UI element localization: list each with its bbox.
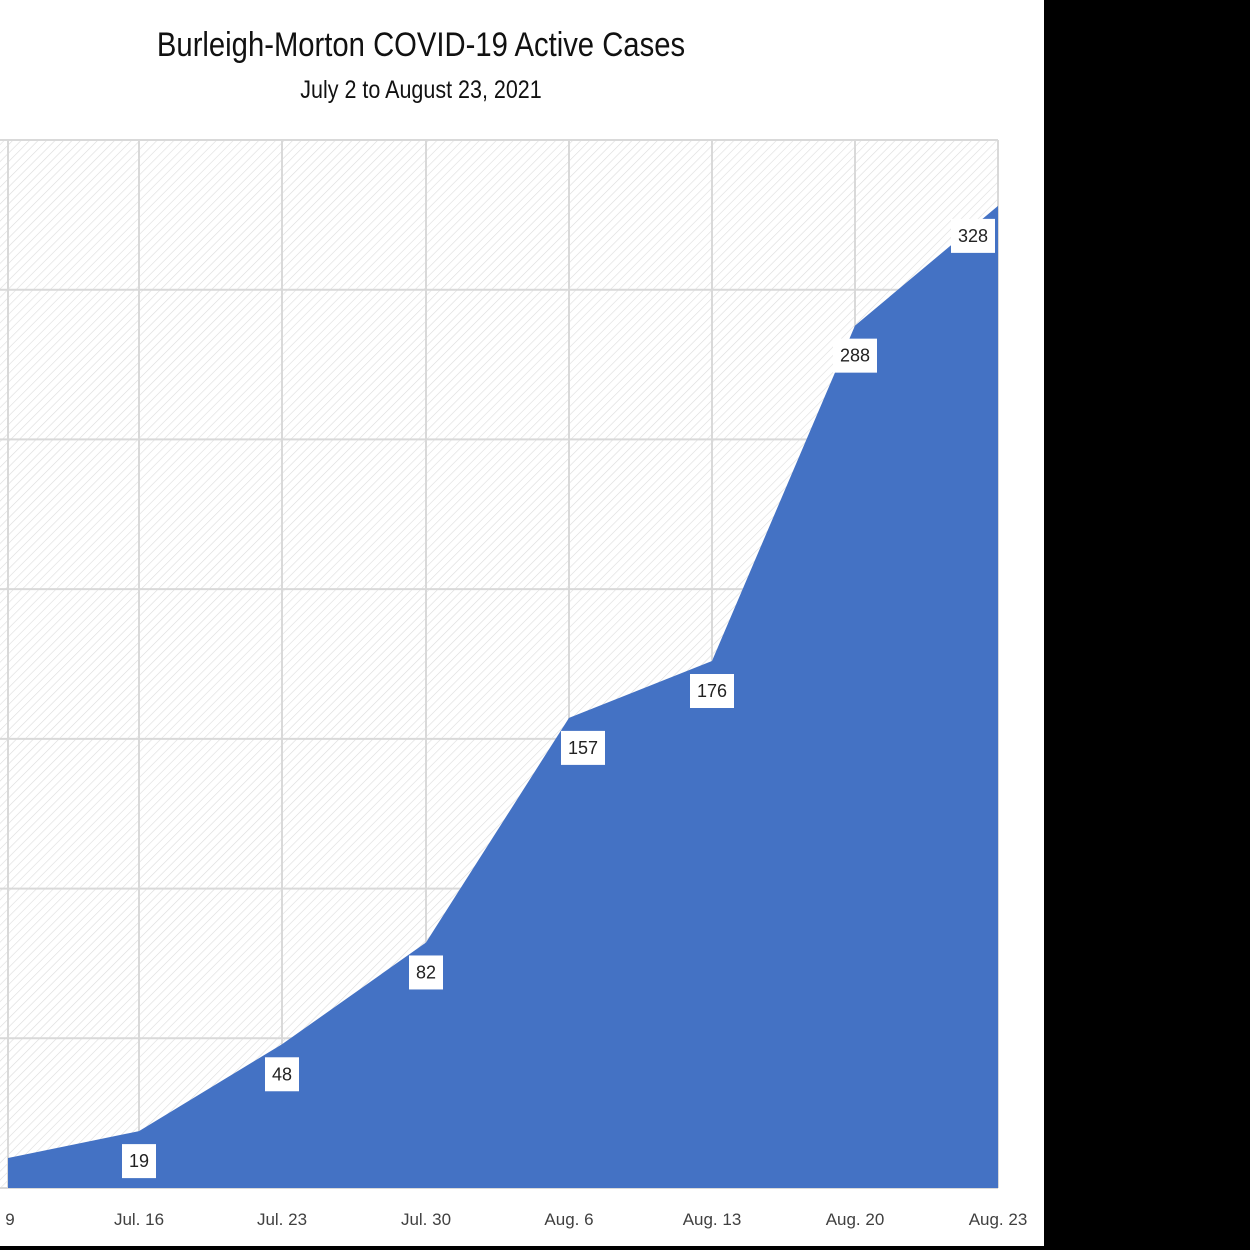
data-label-text: 288 bbox=[840, 346, 870, 366]
chart-panel: 19 48 82 157 176 288 328 9 Jul. 16 Jul. 23 Jul. 3… bbox=[0, 0, 1044, 1246]
data-label-box bbox=[690, 674, 734, 709]
chart-subtitle: July 2 to August 23, 2021 bbox=[300, 76, 542, 104]
data-label-text: 157 bbox=[568, 738, 598, 758]
data-label: 19 bbox=[122, 1144, 156, 1179]
data-label-text: 48 bbox=[272, 1064, 292, 1084]
data-label-box bbox=[122, 1144, 156, 1179]
data-label-text: 82 bbox=[416, 962, 436, 982]
x-tick-label: 9 bbox=[5, 1210, 14, 1229]
x-tick-label: Jul. 23 bbox=[257, 1210, 307, 1229]
x-tick-label: Aug. 23 bbox=[969, 1210, 1028, 1229]
data-labels: 19 48 82 157 176 288 328 bbox=[122, 218, 995, 1179]
data-label-text: 176 bbox=[697, 681, 727, 701]
area-series bbox=[8, 205, 998, 1189]
x-tick-label: Aug. 13 bbox=[683, 1210, 742, 1229]
data-label: 82 bbox=[409, 955, 443, 990]
data-label: 176 bbox=[690, 674, 734, 709]
data-label-box bbox=[951, 218, 995, 253]
data-label-box bbox=[265, 1057, 299, 1092]
chart-title: Burleigh-Morton COVID-19 Active Cases bbox=[156, 26, 686, 64]
data-label-box bbox=[833, 338, 877, 373]
x-axis-ticks: 9 Jul. 16 Jul. 23 Jul. 30 Aug. 6 Aug. 13 Aug. … bbox=[5, 1210, 1027, 1229]
data-label-text: 19 bbox=[129, 1151, 149, 1171]
black-margin bbox=[1044, 0, 1250, 1250]
data-label-box bbox=[561, 730, 605, 765]
data-label: 288 bbox=[833, 338, 877, 373]
data-label-text: 328 bbox=[958, 226, 988, 246]
x-tick-label: Aug. 20 bbox=[826, 1210, 885, 1229]
data-label: 157 bbox=[561, 730, 605, 765]
plot-area: 19 48 82 157 176 288 328 9 Jul. 16 Jul. 23 Jul. 3… bbox=[0, 139, 1027, 1229]
data-label: 48 bbox=[265, 1057, 299, 1092]
x-tick-label: Jul. 30 bbox=[401, 1210, 451, 1229]
data-label-box bbox=[409, 955, 443, 990]
x-tick-label: Aug. 6 bbox=[544, 1210, 593, 1229]
x-tick-label: Jul. 16 bbox=[114, 1210, 164, 1229]
area-fill bbox=[8, 205, 998, 1189]
data-label: 328 bbox=[951, 218, 995, 253]
